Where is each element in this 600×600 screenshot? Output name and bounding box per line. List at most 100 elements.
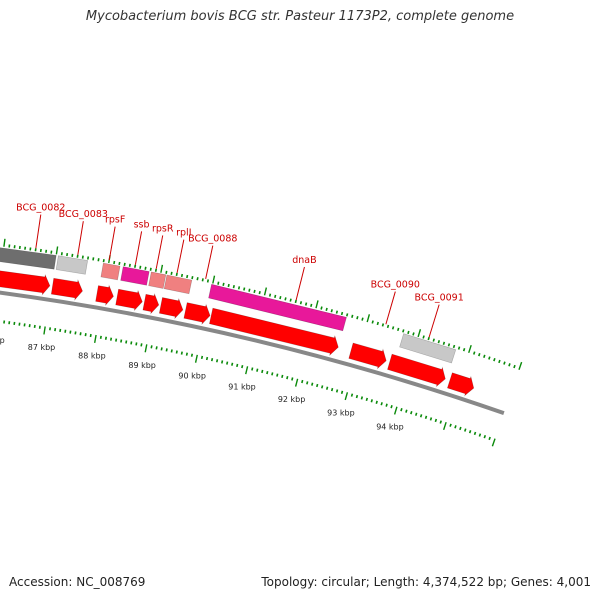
- outer-minor-tick: [227, 283, 230, 288]
- inner-minor-tick: [286, 376, 289, 380]
- outer-major-tick: [160, 264, 164, 273]
- outer-tick-ring: [3, 238, 523, 370]
- outer-minor-tick: [508, 363, 511, 367]
- outer-minor-tick: [289, 298, 292, 302]
- inner-minor-tick: [84, 333, 87, 337]
- gene-label-8: BCG_0090: [371, 280, 420, 291]
- gene-label-5: rplI: [176, 228, 191, 239]
- outer-minor-tick: [513, 364, 516, 369]
- outer-minor-tick: [493, 358, 496, 362]
- gene-leader-line: [155, 235, 164, 269]
- kbp-label-5: 91 kbp: [228, 383, 256, 392]
- outer-minor-tick: [402, 329, 405, 333]
- outer-minor-tick: [345, 313, 349, 317]
- inner-minor-tick: [79, 332, 82, 336]
- outer-minor-tick: [386, 324, 390, 329]
- inner-minor-tick: [464, 428, 467, 432]
- gene-leader-line: [205, 245, 214, 280]
- outer-minor-tick: [118, 261, 121, 266]
- outer-minor-tick: [274, 294, 277, 298]
- outer-minor-tick: [503, 361, 506, 365]
- cds-arrow-16: [183, 302, 211, 326]
- outer-major-tick: [417, 329, 422, 338]
- inner-minor-tick: [459, 426, 462, 431]
- inner-minor-tick: [325, 386, 329, 390]
- inner-major-tick: [245, 366, 249, 375]
- inner-minor-tick: [165, 348, 168, 352]
- outer-minor-tick: [442, 341, 446, 345]
- kbp-label-3: 89 kbp: [128, 361, 156, 370]
- inner-minor-tick: [175, 350, 178, 354]
- outer-minor-tick: [206, 279, 210, 283]
- outer-minor-tick: [472, 351, 476, 355]
- outer-minor-tick: [325, 307, 328, 312]
- outer-minor-tick: [371, 320, 374, 324]
- outer-major-tick: [55, 246, 59, 255]
- outer-minor-tick: [196, 277, 199, 281]
- gene-leader-line: [77, 221, 84, 255]
- kbp-label-0: 86 kbp: [0, 336, 5, 345]
- inner-minor-tick: [241, 364, 244, 369]
- feature-bar-8: [399, 333, 457, 364]
- outer-minor-tick: [356, 316, 359, 320]
- inner-minor-tick: [281, 374, 284, 379]
- kbp-label-8: 94 kbp: [376, 423, 404, 432]
- inner-minor-tick: [261, 369, 264, 374]
- gene-leader-line: [385, 291, 396, 325]
- inner-minor-tick: [320, 385, 324, 389]
- inner-minor-tick: [405, 409, 408, 413]
- gene-leader-line: [108, 226, 116, 261]
- outer-minor-tick: [258, 290, 261, 295]
- inner-minor-tick: [140, 343, 143, 347]
- outer-major-tick: [212, 275, 216, 284]
- inner-minor-tick: [266, 371, 269, 375]
- outer-minor-tick: [376, 321, 379, 326]
- outer-minor-tick: [412, 332, 415, 336]
- outer-minor-tick: [432, 338, 435, 342]
- outer-minor-tick: [452, 344, 456, 349]
- outer-minor-tick: [149, 267, 152, 271]
- inner-tick-ring: [0, 319, 496, 447]
- outer-major-tick: [315, 300, 319, 309]
- genome-summary-text: Topology: circular; Length: 4,374,522 bp…: [261, 575, 591, 589]
- cds-arrow-12: [95, 284, 114, 307]
- inner-minor-tick: [434, 418, 438, 423]
- inner-minor-tick: [226, 361, 229, 365]
- inner-minor-tick: [251, 367, 254, 371]
- inner-minor-tick: [375, 400, 378, 404]
- outer-minor-tick: [222, 282, 225, 286]
- cds-arrow-10: [0, 270, 51, 296]
- inner-minor-tick: [350, 393, 354, 397]
- outer-minor-tick: [335, 310, 339, 314]
- inner-minor-tick: [109, 337, 113, 341]
- inner-minor-tick: [410, 411, 413, 415]
- cds-arrow-13: [115, 288, 143, 312]
- outer-minor-tick: [407, 330, 410, 335]
- inner-minor-tick: [276, 373, 279, 377]
- inner-minor-tick: [414, 412, 418, 416]
- kbp-labels: 86 kbp 87 kbp 88 kbp 89 kbp 90 kbp 91 kbp 92 k…: [0, 336, 404, 432]
- inner-minor-tick: [221, 360, 224, 364]
- inner-minor-tick: [370, 399, 373, 403]
- outer-minor-tick: [488, 356, 491, 360]
- inner-minor-tick: [236, 363, 239, 368]
- kbp-label-7: 93 kbp: [327, 408, 355, 417]
- outer-minor-tick: [134, 264, 137, 268]
- outer-minor-tick: [253, 289, 256, 294]
- outer-minor-tick: [284, 297, 287, 301]
- inner-minor-tick: [400, 408, 403, 412]
- outer-minor-tick: [154, 268, 158, 272]
- outer-minor-tick: [447, 343, 451, 347]
- inner-minor-tick: [478, 433, 482, 437]
- outer-minor-tick: [310, 303, 313, 308]
- cds-arrow-14: [142, 292, 160, 315]
- inner-minor-tick: [185, 352, 188, 356]
- outer-minor-tick: [92, 257, 95, 261]
- outer-minor-tick: [422, 335, 425, 339]
- inner-minor-tick: [429, 417, 433, 421]
- feature-bar-3: [100, 262, 121, 281]
- inner-minor-tick: [335, 389, 339, 393]
- outer-minor-tick: [113, 260, 116, 265]
